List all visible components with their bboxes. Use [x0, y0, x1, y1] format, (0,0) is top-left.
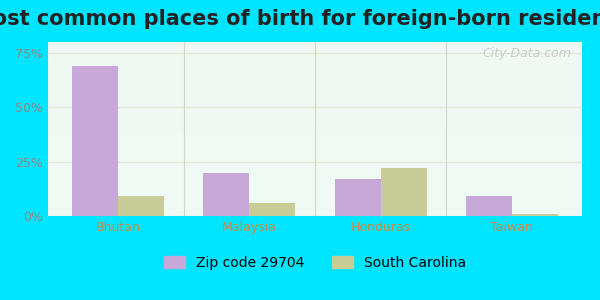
- Bar: [335, 179, 380, 216]
- Bar: [512, 214, 558, 216]
- Text: Most common places of birth for foreign-born residents: Most common places of birth for foreign-…: [0, 9, 600, 29]
- Bar: [118, 196, 164, 216]
- Bar: [72, 66, 118, 216]
- Text: City-Data.com: City-Data.com: [482, 47, 571, 60]
- Bar: [466, 196, 512, 216]
- Legend: Zip code 29704, South Carolina: Zip code 29704, South Carolina: [158, 250, 472, 275]
- Bar: [380, 168, 427, 216]
- Bar: [203, 172, 250, 216]
- Bar: [250, 203, 295, 216]
